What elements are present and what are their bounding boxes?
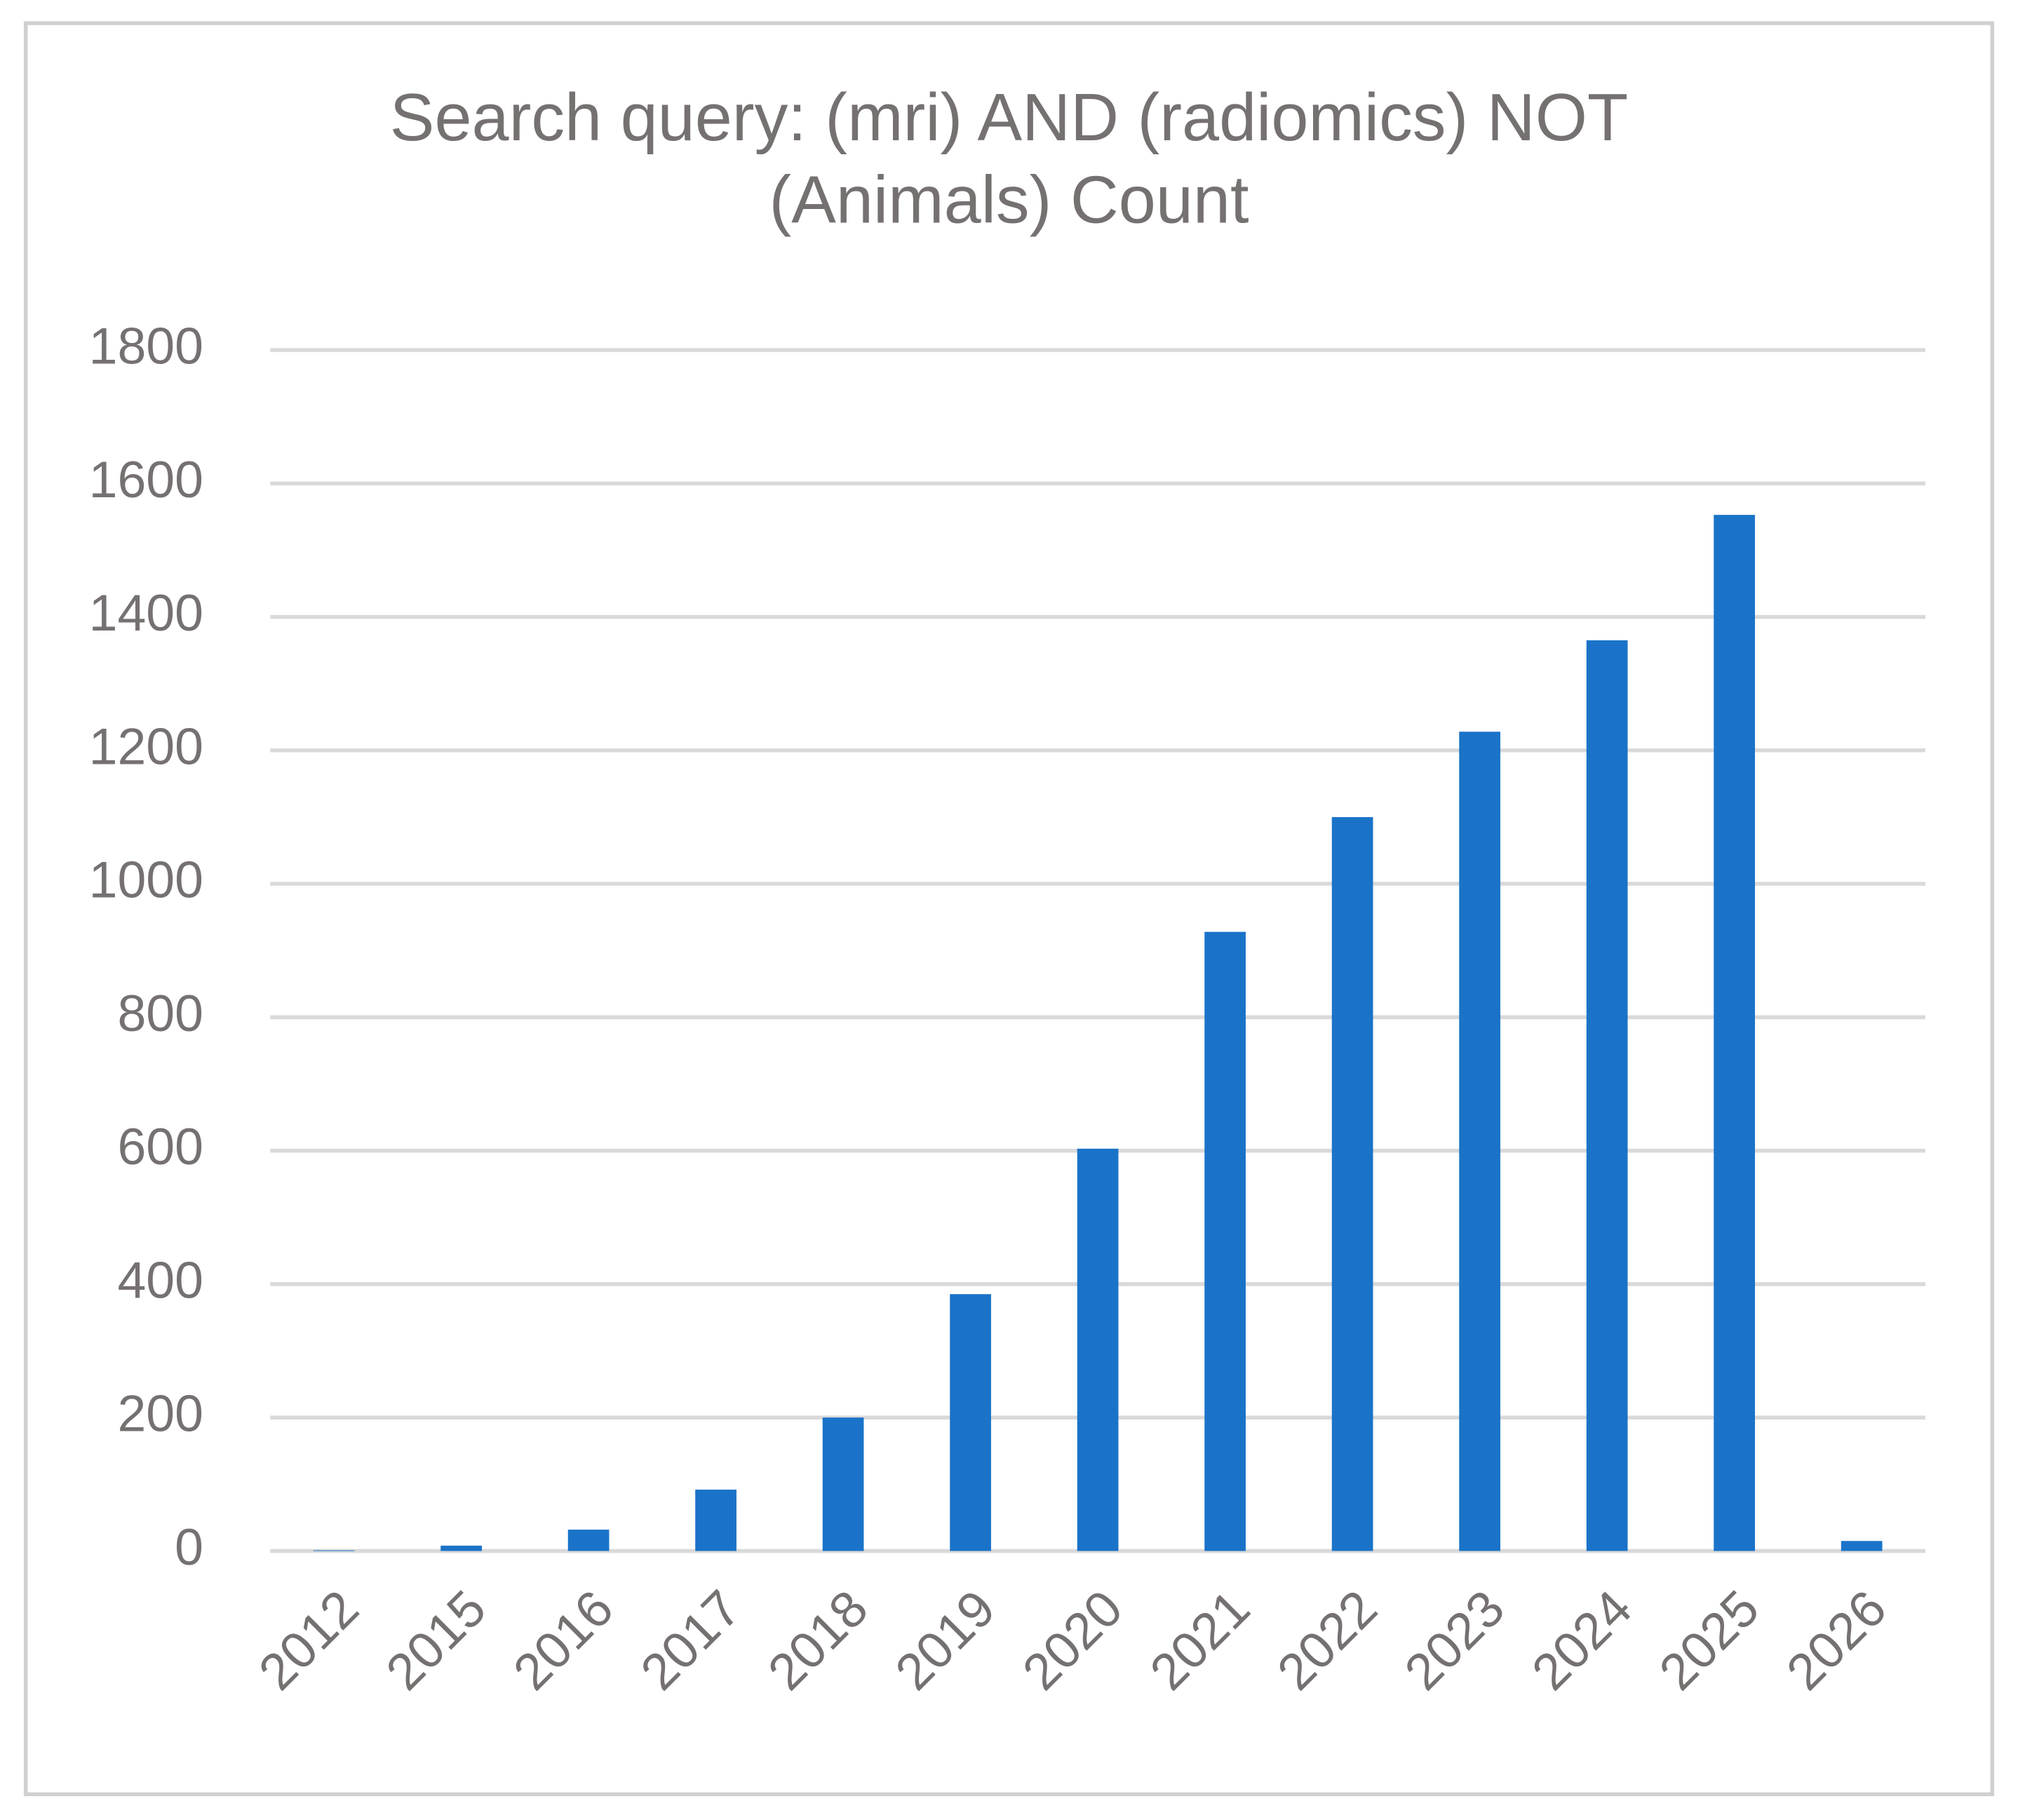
bar [1459, 732, 1500, 1551]
chart-title: Search query: (mri) AND (radiomics) NOT … [389, 81, 1629, 238]
y-tick-label: 1000 [89, 851, 203, 909]
y-tick-label: 400 [117, 1251, 203, 1309]
y-tick-label: 200 [117, 1385, 203, 1443]
bar [695, 1489, 736, 1551]
bar [440, 1545, 482, 1551]
bar [313, 1550, 355, 1551]
y-tick-label: 1200 [89, 717, 203, 775]
y-tick-label: 1600 [89, 451, 203, 508]
bar [1204, 931, 1246, 1551]
bar [1841, 1541, 1883, 1551]
y-tick-label: 0 [175, 1518, 203, 1576]
bar [822, 1417, 864, 1551]
bar [1331, 817, 1373, 1551]
chart-frame [23, 21, 1995, 1797]
bar [567, 1529, 610, 1551]
title-box: Search query: (mri) AND (radiomics) NOT … [389, 81, 1629, 238]
bar [1077, 1148, 1119, 1551]
y-tick-label: 1400 [89, 584, 203, 642]
y-tick-label: 800 [117, 985, 203, 1042]
y-tick-label: 1800 [89, 318, 203, 375]
bar [1586, 640, 1628, 1551]
y-tick-label: 600 [117, 1118, 203, 1175]
bar [1714, 515, 1755, 1551]
bar [950, 1294, 991, 1551]
